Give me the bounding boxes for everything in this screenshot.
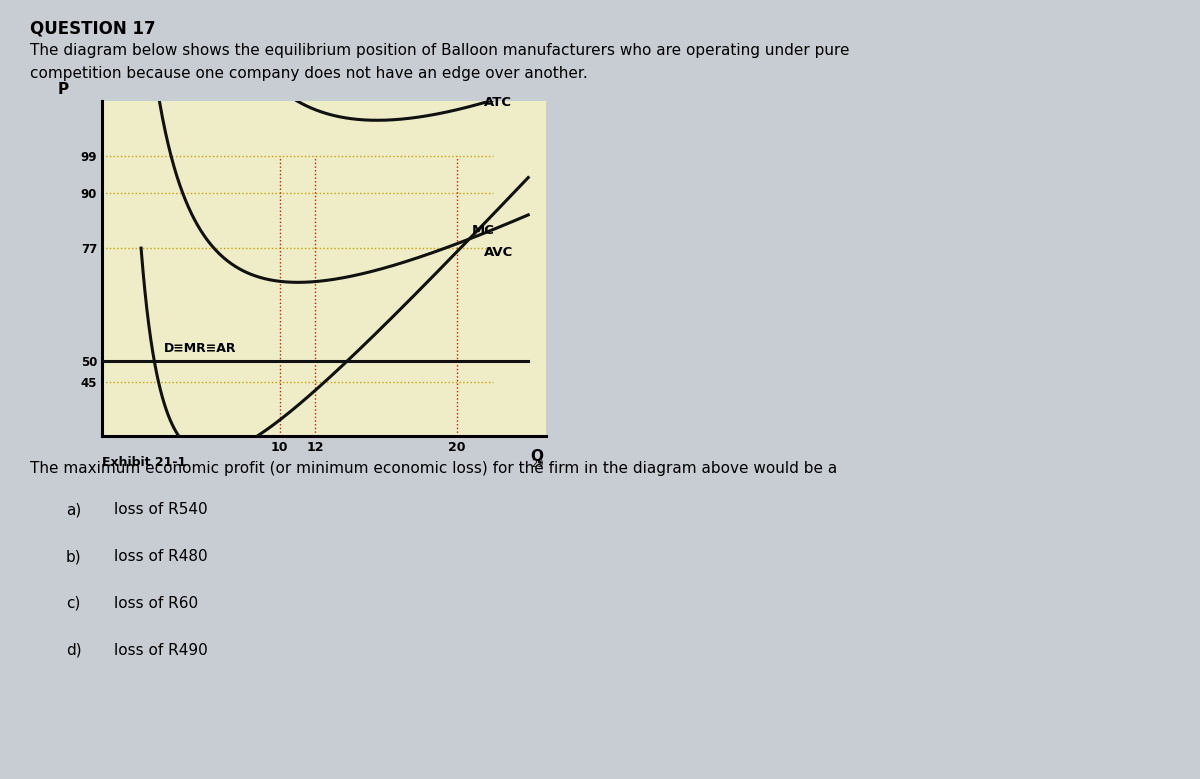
Text: 29: 29 (530, 460, 544, 469)
Text: QUESTION 17: QUESTION 17 (30, 19, 156, 37)
Text: Q: Q (530, 449, 544, 464)
Text: loss of R480: loss of R480 (114, 549, 208, 564)
Text: d): d) (66, 643, 82, 657)
Text: a): a) (66, 502, 82, 517)
Text: MC: MC (472, 224, 494, 237)
Text: The maximum economic profit (or minimum economic loss) for the firm in the diagr: The maximum economic profit (or minimum … (30, 461, 838, 476)
Text: ATC: ATC (484, 96, 512, 109)
Text: competition because one company does not have an edge over another.: competition because one company does not… (30, 66, 588, 81)
Text: AVC: AVC (484, 246, 514, 259)
Text: The diagram below shows the equilibrium position of Balloon manufacturers who ar: The diagram below shows the equilibrium … (30, 43, 850, 58)
Text: Exhibit 21-1: Exhibit 21-1 (102, 456, 186, 469)
Text: loss of R60: loss of R60 (114, 596, 198, 611)
Text: c): c) (66, 596, 80, 611)
Text: D≡MR≡AR: D≡MR≡AR (164, 341, 236, 354)
Text: P: P (58, 82, 68, 97)
Text: loss of R540: loss of R540 (114, 502, 208, 517)
Text: b): b) (66, 549, 82, 564)
Text: loss of R490: loss of R490 (114, 643, 208, 657)
